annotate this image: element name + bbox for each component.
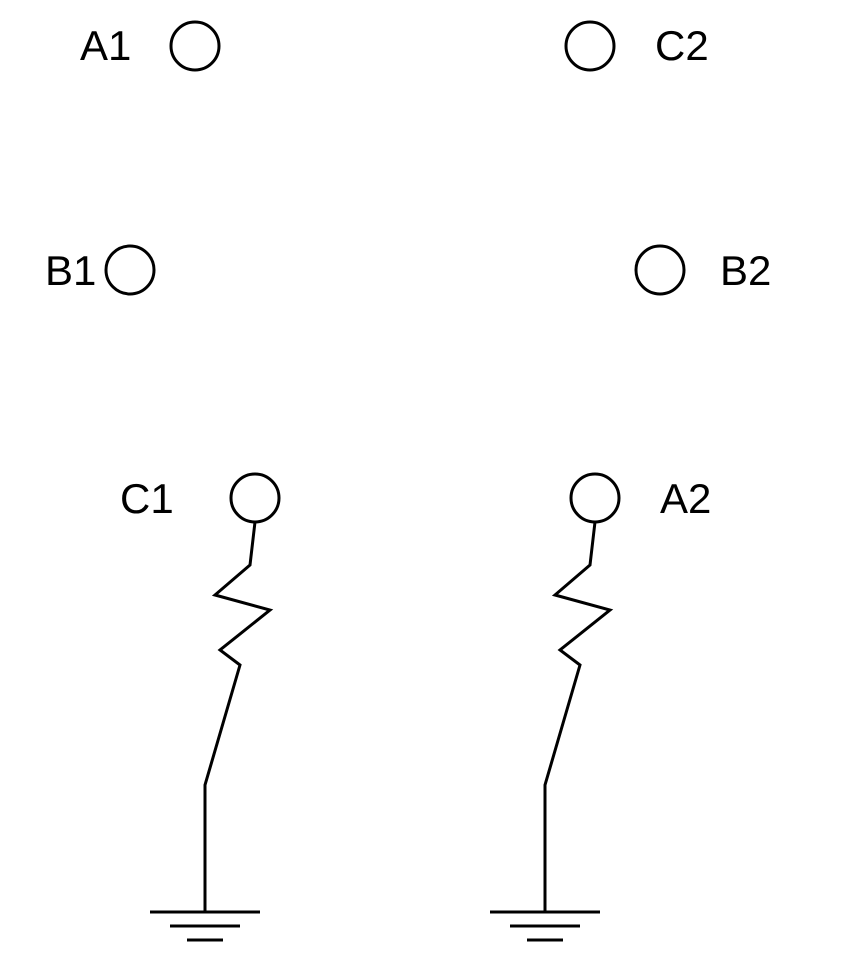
terminal-label-b1: B1	[45, 247, 96, 294]
spark-gap-left	[205, 522, 270, 912]
node-b2: B2	[636, 246, 771, 294]
terminal-label-c1: C1	[120, 475, 174, 522]
node-a1: A1	[80, 22, 219, 70]
terminal-circle-a2	[571, 474, 619, 522]
terminal-label-a1: A1	[80, 22, 131, 69]
terminal-circle-b1	[106, 246, 154, 294]
spark-gap-right	[545, 522, 610, 912]
terminal-circle-b2	[636, 246, 684, 294]
terminal-label-a2: A2	[660, 475, 711, 522]
terminal-circle-a1	[171, 22, 219, 70]
terminal-label-b2: B2	[720, 247, 771, 294]
node-b1: B1	[45, 246, 154, 294]
ground-symbol	[150, 912, 260, 940]
ground-symbol	[490, 912, 600, 940]
node-a2: A2	[571, 474, 711, 522]
terminal-label-c2: C2	[655, 22, 709, 69]
node-c1: C1	[120, 474, 279, 522]
terminal-circle-c1	[231, 474, 279, 522]
terminal-circle-c2	[566, 22, 614, 70]
node-c2: C2	[566, 22, 709, 70]
